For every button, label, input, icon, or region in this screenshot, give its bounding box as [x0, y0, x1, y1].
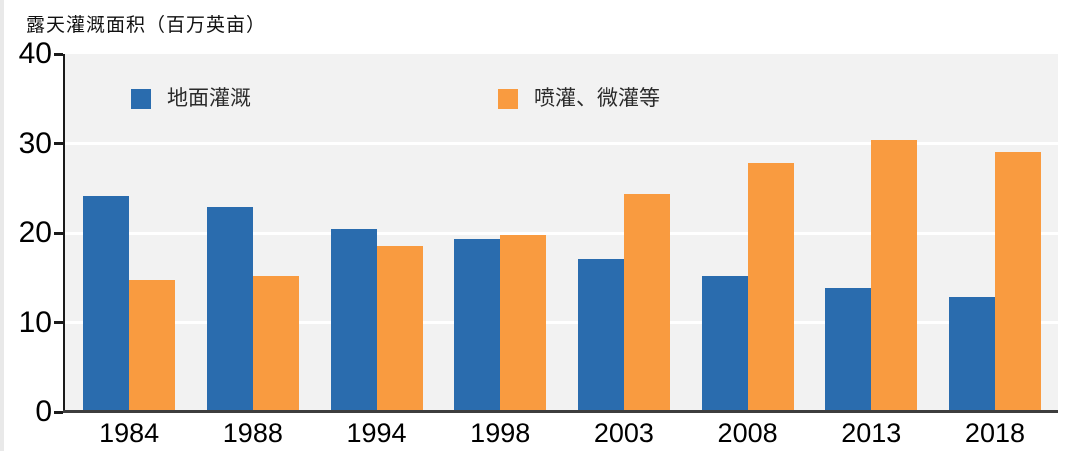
y-tick-label-30: 30	[18, 126, 52, 160]
legend-swatch-blue	[131, 89, 151, 109]
gridline-30	[65, 142, 1058, 145]
x-axis-baseline	[63, 410, 1058, 413]
y-axis-line	[63, 54, 65, 412]
x-tick-label-2008: 2008	[717, 418, 778, 448]
legend-item-surface-irrigation: 地面灌溉	[131, 87, 251, 111]
y-tick-label-20: 20	[18, 216, 52, 249]
legend-item-sprinkler-micro-irrigation: 喷灌、微灌等	[498, 87, 660, 111]
bar-2018-sprinkler	[994, 152, 1041, 410]
x-tick-label-1984: 1984	[99, 418, 160, 448]
bar-2018-surface	[948, 297, 995, 410]
bar-2008-surface	[701, 275, 748, 410]
y-tick-mark-20	[54, 231, 63, 235]
x-tick-label-1994: 1994	[346, 418, 407, 448]
x-tick-label-2018: 2018	[964, 418, 1025, 448]
y-tick-label-10: 10	[18, 305, 52, 339]
bar-1988-surface	[206, 206, 253, 410]
y-tick-label-0: 0	[35, 395, 52, 428]
chart-title: 露天灌溉面积（百万英亩）	[26, 14, 267, 36]
bar-2013-sprinkler	[871, 139, 918, 410]
gridline-10	[65, 321, 1058, 324]
legend-swatch-orange	[498, 89, 518, 109]
legend-label-sprinkler-micro-irrigation: 喷灌、微灌等	[534, 87, 660, 110]
plot-area	[65, 54, 1058, 412]
y-tick-mark-10	[54, 321, 63, 324]
bar-2003-surface	[577, 258, 624, 410]
gridline-20	[65, 231, 1058, 235]
legend-label-surface-irrigation: 地面灌溉	[167, 87, 251, 110]
bar-1994-sprinkler	[376, 246, 423, 410]
y-tick-mark-0	[54, 410, 63, 414]
bar-1998-surface	[454, 239, 501, 410]
x-tick-label-2003: 2003	[593, 418, 654, 448]
page-left-edge	[0, 0, 4, 451]
y-tick-mark-40	[54, 52, 63, 56]
bar-1994-surface	[330, 229, 377, 410]
bar-1984-surface	[83, 196, 130, 410]
x-tick-label-1998: 1998	[470, 418, 531, 448]
bar-2008-sprinkler	[747, 162, 794, 410]
x-tick-label-2013: 2013	[841, 418, 902, 448]
bar-2003-sprinkler	[623, 194, 670, 410]
bar-1998-sprinkler	[500, 235, 547, 410]
y-tick-mark-30	[54, 142, 63, 145]
bar-1984-sprinkler	[129, 280, 176, 410]
y-tick-label-40: 40	[18, 37, 52, 70]
x-tick-label-1988: 1988	[222, 418, 283, 448]
bar-1988-sprinkler	[252, 275, 299, 410]
bar-2013-surface	[825, 288, 872, 410]
